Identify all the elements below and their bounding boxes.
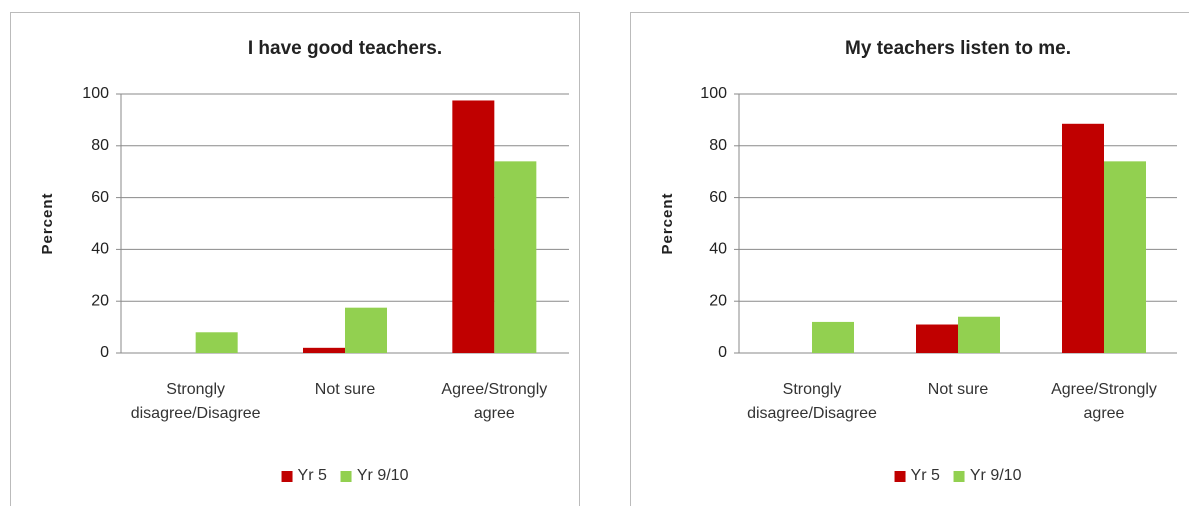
chart-panel: My teachers listen to me. Percent 0 20 40 60 8… xyxy=(630,12,1189,506)
legend: Yr 5 Yr 9/10 xyxy=(281,467,409,485)
y-tick-label: 0 xyxy=(718,344,727,361)
bar xyxy=(303,347,345,353)
legend-label: Yr 5 xyxy=(910,467,940,484)
legend-item: Yr 5 xyxy=(894,467,940,485)
x-tick-label: Agree/Strongly agree xyxy=(1051,381,1157,422)
x-tick-label: Strongly disagree/Disagree xyxy=(130,381,261,422)
chart: I have good teachers. Percent 0 20 40 60 80 100 xyxy=(39,38,569,361)
y-tick-label: 80 xyxy=(91,137,109,154)
y-tick-label: 60 xyxy=(709,189,727,206)
legend-swatch xyxy=(894,470,906,482)
legend-label: Yr 9/10 xyxy=(969,467,1022,484)
chart-title: My teachers listen to me. xyxy=(845,38,1071,59)
y-axis-label: Percent xyxy=(39,192,56,254)
legend-swatch xyxy=(281,470,293,482)
bar xyxy=(812,321,854,353)
bar xyxy=(916,324,958,353)
legend-item: Yr 9/10 xyxy=(340,467,409,485)
legend-swatch xyxy=(953,470,965,482)
legend-item: Yr 9/10 xyxy=(953,467,1022,485)
bar xyxy=(452,100,495,353)
y-tick-label: 40 xyxy=(709,241,727,258)
bar xyxy=(1062,123,1104,353)
legend-item: Yr 5 xyxy=(281,467,327,485)
y-tick-label: 20 xyxy=(709,292,727,309)
chart-title: I have good teachers. xyxy=(248,38,442,59)
bar xyxy=(494,161,537,353)
bar xyxy=(345,307,387,353)
y-tick-label: 80 xyxy=(709,137,727,154)
y-tick-label: 100 xyxy=(82,85,109,102)
y-tick-label: 20 xyxy=(91,292,109,309)
bar xyxy=(958,316,1000,353)
x-tick-label: Not sure xyxy=(314,381,376,398)
chart-panel: I have good teachers. Percent 0 20 40 60 80 100… xyxy=(10,12,580,506)
chart: My teachers listen to me. Percent 0 20 40 60 8… xyxy=(659,38,1177,361)
y-tick-label: 40 xyxy=(91,241,109,258)
x-tick-label: Strongly disagree/Disagree xyxy=(747,381,877,422)
bar xyxy=(1104,161,1146,353)
legend-swatch xyxy=(340,470,352,482)
x-tick-label: Agree/Strongly agree xyxy=(441,381,548,422)
y-axis-label: Percent xyxy=(659,192,676,254)
legend-label: Yr 9/10 xyxy=(356,467,409,484)
y-tick-label: 100 xyxy=(700,85,727,102)
y-tick-label: 0 xyxy=(100,344,109,361)
legend-label: Yr 5 xyxy=(297,467,327,484)
y-tick-label: 60 xyxy=(91,189,109,206)
legend: Yr 5 Yr 9/10 xyxy=(894,467,1022,485)
bar xyxy=(195,332,238,353)
x-tick-label: Not sure xyxy=(927,381,989,398)
